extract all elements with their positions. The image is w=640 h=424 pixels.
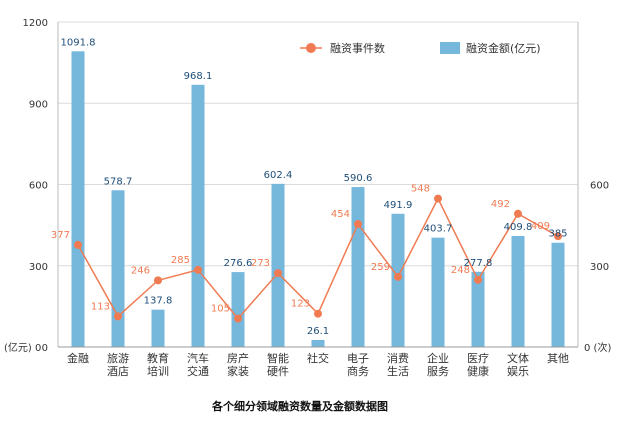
chart-title: 各个细分领域融资数量及金额数据图 [211, 399, 388, 413]
line-value-label: 454 [331, 209, 350, 220]
left-tick-label: 1200 [23, 18, 48, 29]
legend-bar-swatch [440, 42, 460, 54]
left-tick-label: 600 [29, 181, 48, 192]
line-value-label: 105 [211, 304, 230, 315]
category-label: 交通 [187, 364, 209, 378]
line-point [74, 240, 82, 249]
left-tick-label: 900 [29, 99, 48, 110]
category-label: 商务 [347, 364, 369, 378]
bar-value-label: 276.6 [224, 258, 253, 269]
line-value-label: 246 [131, 265, 150, 276]
bar-value-label: 26.1 [307, 326, 329, 337]
line-point [474, 275, 482, 284]
line-value-label: 492 [491, 199, 510, 210]
legend-line-label: 融资事件数 [330, 42, 385, 55]
bar [471, 271, 485, 347]
left-tick-label: 300 [29, 262, 48, 273]
bar [551, 242, 565, 347]
line-point [354, 220, 362, 229]
category-label: 金融 [67, 351, 89, 365]
line-value-label: 113 [91, 301, 110, 312]
bar [111, 190, 125, 347]
left-tick-label: 0 [42, 343, 48, 354]
category-label: 酒店 [107, 364, 129, 378]
category-label: 电子 [347, 352, 369, 365]
bar [71, 51, 85, 347]
bar [511, 236, 525, 347]
line-value-label: 377 [51, 230, 70, 241]
bar-value-label: 968.1 [184, 71, 213, 82]
bar [151, 309, 165, 347]
bar [351, 187, 365, 347]
line-value-label: 123 [291, 299, 310, 310]
bar [231, 272, 245, 347]
bar-value-label: 491.9 [384, 200, 413, 211]
category-label: 培训 [147, 364, 169, 378]
bar-value-label: 403.7 [424, 224, 453, 235]
category-label: 企业 [427, 351, 449, 365]
category-label: 医疗 [467, 351, 489, 365]
category-label: 房产 [227, 351, 249, 365]
bar-value-label: 602.4 [264, 170, 293, 181]
line-value-label: 273 [251, 258, 270, 269]
line-value-label: 259 [371, 262, 390, 273]
line-point [154, 276, 162, 285]
bar [431, 237, 445, 347]
category-label: 汽车 [187, 351, 209, 365]
category-label: 智能 [267, 351, 289, 365]
line-value-label: 548 [411, 184, 430, 195]
category-label: 健康 [467, 364, 489, 378]
bar-value-label: 409.8 [504, 222, 533, 233]
line-point [514, 209, 522, 218]
line-point [434, 194, 442, 203]
right-tick-label: 600 [590, 181, 609, 192]
category-label: 生活 [387, 364, 409, 378]
bar [311, 339, 325, 347]
line-point [114, 312, 122, 321]
line-point [234, 314, 242, 323]
line-point [314, 309, 322, 318]
bar-value-label: 385 [548, 229, 567, 240]
category-label: 消费 [387, 351, 409, 365]
category-label: 硬件 [267, 365, 289, 378]
line-point [394, 272, 402, 281]
legend-bar-label: 融资金额(亿元) [466, 41, 541, 55]
right-tick-label: 300 [590, 262, 609, 273]
line-value-label: 248 [451, 265, 470, 276]
bar-value-label: 137.8 [144, 296, 173, 307]
category-label: 服务 [427, 365, 449, 378]
bar-value-label: 590.6 [344, 173, 373, 184]
category-label: 教育 [147, 351, 169, 365]
category-label: 社交 [307, 351, 329, 365]
right-axis-unit: 0 (次) [584, 341, 611, 354]
line-value-label: 285 [171, 255, 190, 266]
bar [191, 84, 205, 348]
left-axis-unit: (亿元) 0 [4, 341, 41, 354]
category-label: 文体 [507, 351, 529, 365]
legend-line-marker [306, 43, 316, 53]
line-point [274, 269, 282, 278]
bar-value-label: 277.8 [464, 258, 493, 269]
line-value-label: 409 [531, 221, 550, 232]
category-label: 旅游 [107, 351, 129, 365]
bar-value-label: 1091.8 [61, 37, 96, 48]
category-label: 其他 [547, 352, 569, 365]
category-label: 娱乐 [507, 364, 529, 378]
category-label: 家装 [227, 364, 249, 378]
line-point [554, 232, 562, 241]
bar-value-label: 578.7 [104, 176, 133, 187]
bar [271, 183, 285, 347]
line-point [194, 265, 202, 274]
